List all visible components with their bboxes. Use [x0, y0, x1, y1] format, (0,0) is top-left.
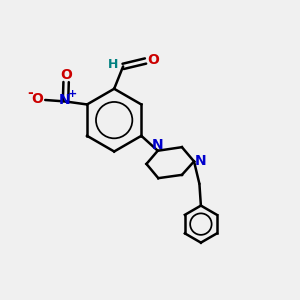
- Text: H: H: [107, 58, 118, 70]
- Text: O: O: [60, 68, 72, 82]
- Text: N: N: [195, 154, 206, 168]
- Text: +: +: [68, 89, 77, 99]
- Text: O: O: [147, 52, 159, 67]
- Text: N: N: [152, 138, 164, 152]
- Text: O: O: [31, 92, 43, 106]
- Text: N: N: [59, 93, 71, 107]
- Text: -: -: [27, 86, 33, 100]
